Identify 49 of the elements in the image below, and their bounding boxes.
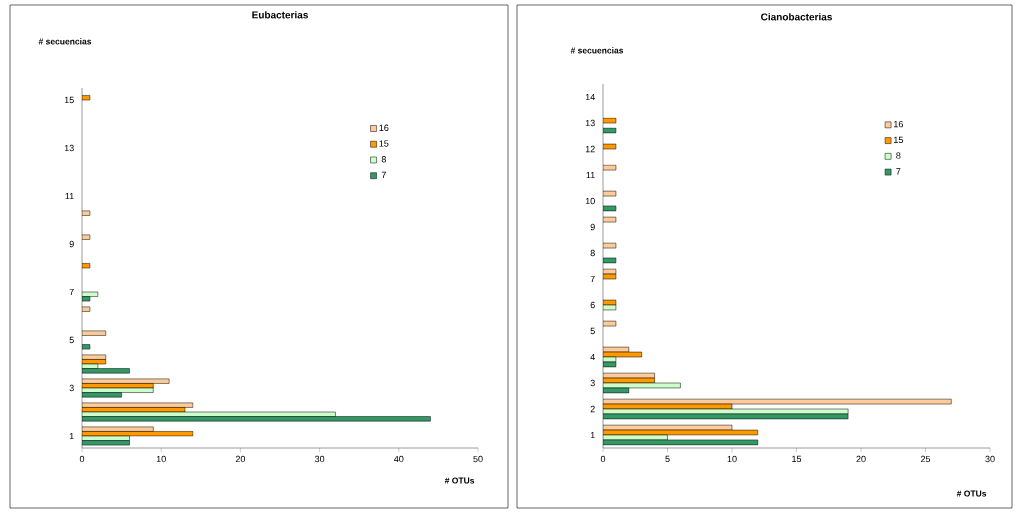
legend-label: 16 [894, 120, 903, 128]
y-tick-label: 3 [69, 384, 74, 392]
y-tick-label: 15 [64, 96, 74, 104]
y-tick-label: 7 [69, 288, 74, 296]
x-axis-title: # OTUs [956, 490, 987, 497]
x-axis-title: # OTUs [444, 477, 475, 484]
x-tick-label: 5 [665, 455, 670, 463]
x-tick-label: 40 [394, 455, 404, 463]
y-tick-label: 12 [585, 145, 595, 153]
y-tick-label: 10 [585, 197, 595, 205]
y-tick-label: 5 [590, 327, 595, 335]
y-axis-title: # secuencias [38, 38, 92, 45]
chart-title: Eubacterias [252, 11, 308, 19]
chart-title: Cianobacterias [761, 13, 832, 21]
y-tick-label: 6 [590, 301, 595, 309]
y-tick-label: 13 [585, 119, 595, 127]
legend-label: 15 [379, 140, 389, 147]
x-tick-label: 25 [920, 455, 931, 463]
y-tick-label: 1 [590, 431, 595, 439]
y-tick-label: 2 [590, 405, 595, 413]
y-tick-label: 14 [585, 93, 595, 101]
x-tick-label: 50 [473, 455, 483, 463]
y-tick-label: 9 [69, 240, 74, 248]
x-tick-label: 0 [600, 455, 606, 463]
y-tick-label: 3 [590, 379, 595, 387]
x-tick-label: 10 [156, 455, 166, 463]
legend-label: 8 [896, 152, 901, 159]
y-axis-title: # secuencias [570, 47, 624, 54]
x-tick-label: 30 [985, 455, 995, 463]
y-tick-label: 13 [64, 144, 74, 152]
y-tick-label: 4 [590, 353, 595, 361]
y-tick-label: 1 [69, 432, 74, 440]
legend-label: 7 [896, 168, 901, 175]
y-tick-label: 11 [65, 192, 74, 200]
y-tick-label: 9 [590, 223, 595, 231]
legend-label: 8 [381, 156, 386, 163]
x-tick-label: 15 [792, 455, 802, 463]
x-tick-label: 20 [856, 455, 866, 463]
y-tick-label: 8 [590, 249, 595, 257]
y-tick-label: 7 [590, 275, 595, 283]
y-tick-label: 11 [586, 171, 595, 179]
x-tick-label: 0 [79, 455, 85, 463]
legend-label: 7 [381, 171, 386, 179]
legend-label: 16 [379, 124, 389, 131]
x-tick-label: 10 [727, 455, 737, 463]
x-tick-label: 20 [235, 455, 246, 463]
x-tick-label: 30 [314, 455, 325, 463]
legend-label: 15 [894, 136, 903, 144]
y-tick-label: 5 [69, 336, 74, 344]
